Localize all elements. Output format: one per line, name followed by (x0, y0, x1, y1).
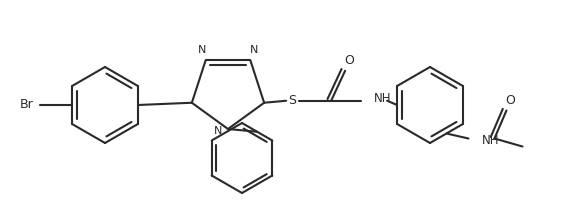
Text: Br: Br (20, 98, 34, 111)
Text: O: O (344, 54, 354, 67)
Text: O: O (505, 94, 515, 107)
Text: N: N (198, 45, 206, 55)
Text: S: S (288, 94, 296, 107)
Text: NH: NH (374, 92, 391, 105)
Text: N: N (214, 126, 222, 136)
Text: N: N (250, 45, 259, 55)
Text: NH: NH (481, 134, 499, 147)
